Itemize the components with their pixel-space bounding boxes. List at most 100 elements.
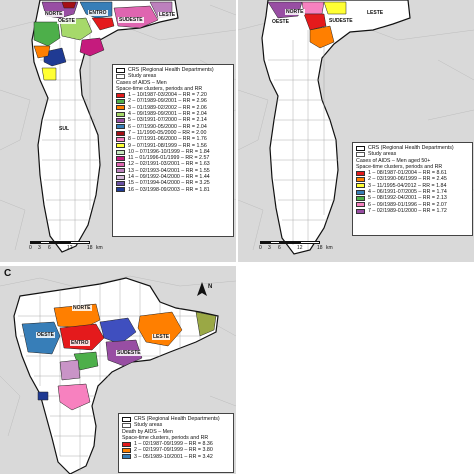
map-panel-a: NORTE ENTRO OESTE SUDESTE LESTE SUL CRS … [0, 0, 236, 262]
legend-study-label: Study areas [368, 151, 397, 158]
legend-swatch [116, 143, 125, 149]
legend-a: CRS (Regional Health Departments) Study … [112, 64, 234, 237]
legend-entry-label: 3 – 01/1989-02/2002 – RR = 2.06 [128, 104, 207, 111]
legend-entry-label: 2 – 07/1989-09/2001 – RR = 2.96 [128, 98, 207, 105]
legend-entry: 1 – 10/1987-03/2004 – RR = 7.20 [116, 92, 230, 98]
legend-title: Cases of AIDS – Men [116, 79, 167, 86]
legend-entry: 2 – 07/1989-09/2001 – RR = 2.96 [116, 98, 230, 104]
cluster-a-3 [33, 45, 51, 59]
scale-unit: km [326, 245, 333, 251]
cluster-c-3-center [99, 317, 137, 345]
legend-c: CRS (Regional Health Departments) Study … [118, 413, 234, 473]
legend-swatch [356, 183, 365, 189]
north-arrow-icon [196, 282, 208, 298]
legend-swatch [116, 118, 125, 124]
legend-entry: 7 – 11/1990-05/2000 – RR = 2.00 [116, 130, 230, 136]
legend-entry-label: 1 – 10/1987-03/2004 – RR = 7.20 [128, 92, 207, 99]
legend-entry: 5 – 03/1991-07/2000 – RR = 2.14 [116, 117, 230, 123]
legend-study-label: Study areas [128, 73, 157, 80]
legend-swatch [116, 99, 125, 105]
cluster-a-16 [43, 47, 67, 67]
north-letter: N [208, 284, 213, 290]
scale-tick: 12 [67, 245, 73, 251]
crs-swatch [116, 67, 125, 73]
region-label-a-3: SUDESTE [118, 17, 144, 23]
scale-tick: 3 [268, 245, 271, 251]
legend-swatch [116, 187, 125, 193]
legend-entries: 1 – 08/1987-01/2004 – RR = 8.61 2 – 03/19… [356, 170, 469, 214]
city-outline-a [31, 0, 179, 253]
legend-subtitle: Space-time clusters, periods and RR [116, 85, 203, 92]
panel-letter-c: C [4, 268, 12, 279]
legend-swatch [116, 162, 125, 168]
legend-swatch [116, 111, 125, 117]
cluster-a-2 [33, 21, 61, 47]
scale-tick: 6 [48, 245, 51, 251]
study-swatch [122, 422, 131, 428]
legend-entry-label: 16 – 03/1998-09/2003 – RR = 1.81 [128, 186, 210, 193]
legend-entry-label: 6 – 09/1989-01/1996 – RR = 2.07 [368, 201, 447, 208]
cluster-b-1 [303, 13, 327, 31]
legend-entry: 5 – 08/1992-04/2001 – RR = 2.13 [356, 195, 469, 201]
legend-entry: 10 – 07/1996-10/1999 – RR = 1.84 [116, 149, 230, 155]
region-label-b-3: LESTE [366, 10, 385, 16]
legend-crs-label: CRS (Regional Health Departments) [128, 67, 214, 73]
legend-entry: 3 – 11/1995-04/2012 – RR = 1.84 [356, 183, 469, 189]
legend-entry: 15 – 07/1994-04/2000 – RR = 3.25 [116, 180, 230, 186]
legend-swatch [122, 454, 131, 460]
legend-entry: 12 – 02/1991-03/2001 – RR = 1.63 [116, 161, 230, 167]
region-label-a-1: ENTRO [88, 10, 108, 16]
cluster-a-9 [41, 67, 57, 81]
legend-swatch [116, 168, 125, 174]
legend-swatch [356, 177, 365, 183]
legend-entry: 4 – 09/1989-09/2001 – RR = 2.04 [116, 111, 230, 117]
legend-subtitle: Space-time clusters, periods and RR [122, 434, 209, 441]
legend-swatch [116, 92, 125, 98]
legend-study-label: Study areas [134, 422, 163, 429]
legend-swatch [356, 189, 365, 195]
legend-entry: 3 – 05/1989-10/2001 – RR = 3.42 [122, 454, 230, 460]
legend-subtitle: Space-time clusters, periods and RR [356, 163, 443, 170]
scale-tick: 18 [87, 245, 93, 251]
scale-bar-b: 0 3 6 12 18 km [259, 240, 340, 252]
legend-swatch [122, 441, 131, 447]
legend-swatch [116, 105, 125, 111]
crs-swatch [356, 145, 365, 151]
legend-entry: 16 – 03/1998-09/2003 – RR = 1.81 [116, 187, 230, 193]
legend-entry-label: 6 – 07/1990-05/2000 – RR = 2.04 [128, 123, 207, 130]
legend-title: Cases of AIDS – Men aged 50+ [356, 157, 431, 164]
legend-entry: 1 – 08/1987-01/2004 – RR = 8.61 [356, 170, 469, 176]
legend-entry-label: 11 – 01/1996-01/1999 – RR = 2.57 [128, 155, 210, 162]
scale-tick: 0 [259, 245, 262, 251]
map-panel-b: NORTE OESTE SUDESTE LESTE CRS (Regional … [238, 0, 474, 262]
scale-tick: 3 [38, 245, 41, 251]
region-label-c-3: SUDESTE [116, 350, 142, 356]
legend-entry: 4 – 06/1991-07/2005 – RR = 1.74 [356, 189, 469, 195]
legend-entry: 8 – 07/1991-06/2000 – RR = 1.76 [116, 136, 230, 142]
legend-crs-label: CRS (Regional Health Departments) [134, 416, 220, 422]
map-panel-c: C N NORTE OESTE ENTRO SUDESTE LESTE CRS … [0, 266, 236, 474]
legend-entry: 2 – 03/1990-06/1999 – RR = 2.45 [356, 176, 469, 182]
cluster-a-11 [79, 37, 105, 57]
legend-entry-label: 9 – 07/1991-08/1999 – RR = 1.56 [128, 142, 207, 149]
legend-entry: 7 – 02/1989-01/2000 – RR = 1.72 [356, 208, 469, 214]
legend-swatch [116, 124, 125, 130]
legend-entry-label: 13 – 02/1993-04/2001 – RR = 1.55 [128, 167, 210, 174]
legend-entry: 3 – 01/1989-02/2002 – RR = 2.06 [116, 105, 230, 111]
legend-entries: 1 – 10/1987-03/2004 – RR = 7.20 2 – 07/19… [116, 92, 230, 193]
cluster-b-3 [323, 1, 347, 15]
legend-entry-label: 1 – 08/1987-01/2004 – RR = 8.61 [368, 170, 447, 177]
legend-entry-label: 3 – 11/1995-04/2012 – RR = 1.84 [368, 182, 447, 189]
legend-entry: 6 – 09/1989-01/1996 – RR = 2.07 [356, 202, 469, 208]
legend-entry-label: 7 – 02/1989-01/2000 – RR = 1.72 [368, 207, 447, 214]
cluster-b-6 [301, 1, 325, 15]
cluster-c-2-east [137, 311, 183, 347]
scale-unit: km [96, 245, 103, 251]
legend-entry-label: 15 – 07/1994-04/2000 – RR = 3.25 [128, 180, 210, 187]
cluster-c-small [37, 391, 49, 401]
scale-tick: 6 [278, 245, 281, 251]
legend-entry-label: 4 – 09/1989-09/2001 – RR = 2.04 [128, 111, 207, 118]
legend-entry: 13 – 02/1993-04/2001 – RR = 1.55 [116, 168, 230, 174]
scale-bar-a: 0 3 6 12 18 km [29, 240, 110, 252]
legend-entry-label: 3 – 05/1989-10/2001 – RR = 3.42 [134, 453, 213, 460]
